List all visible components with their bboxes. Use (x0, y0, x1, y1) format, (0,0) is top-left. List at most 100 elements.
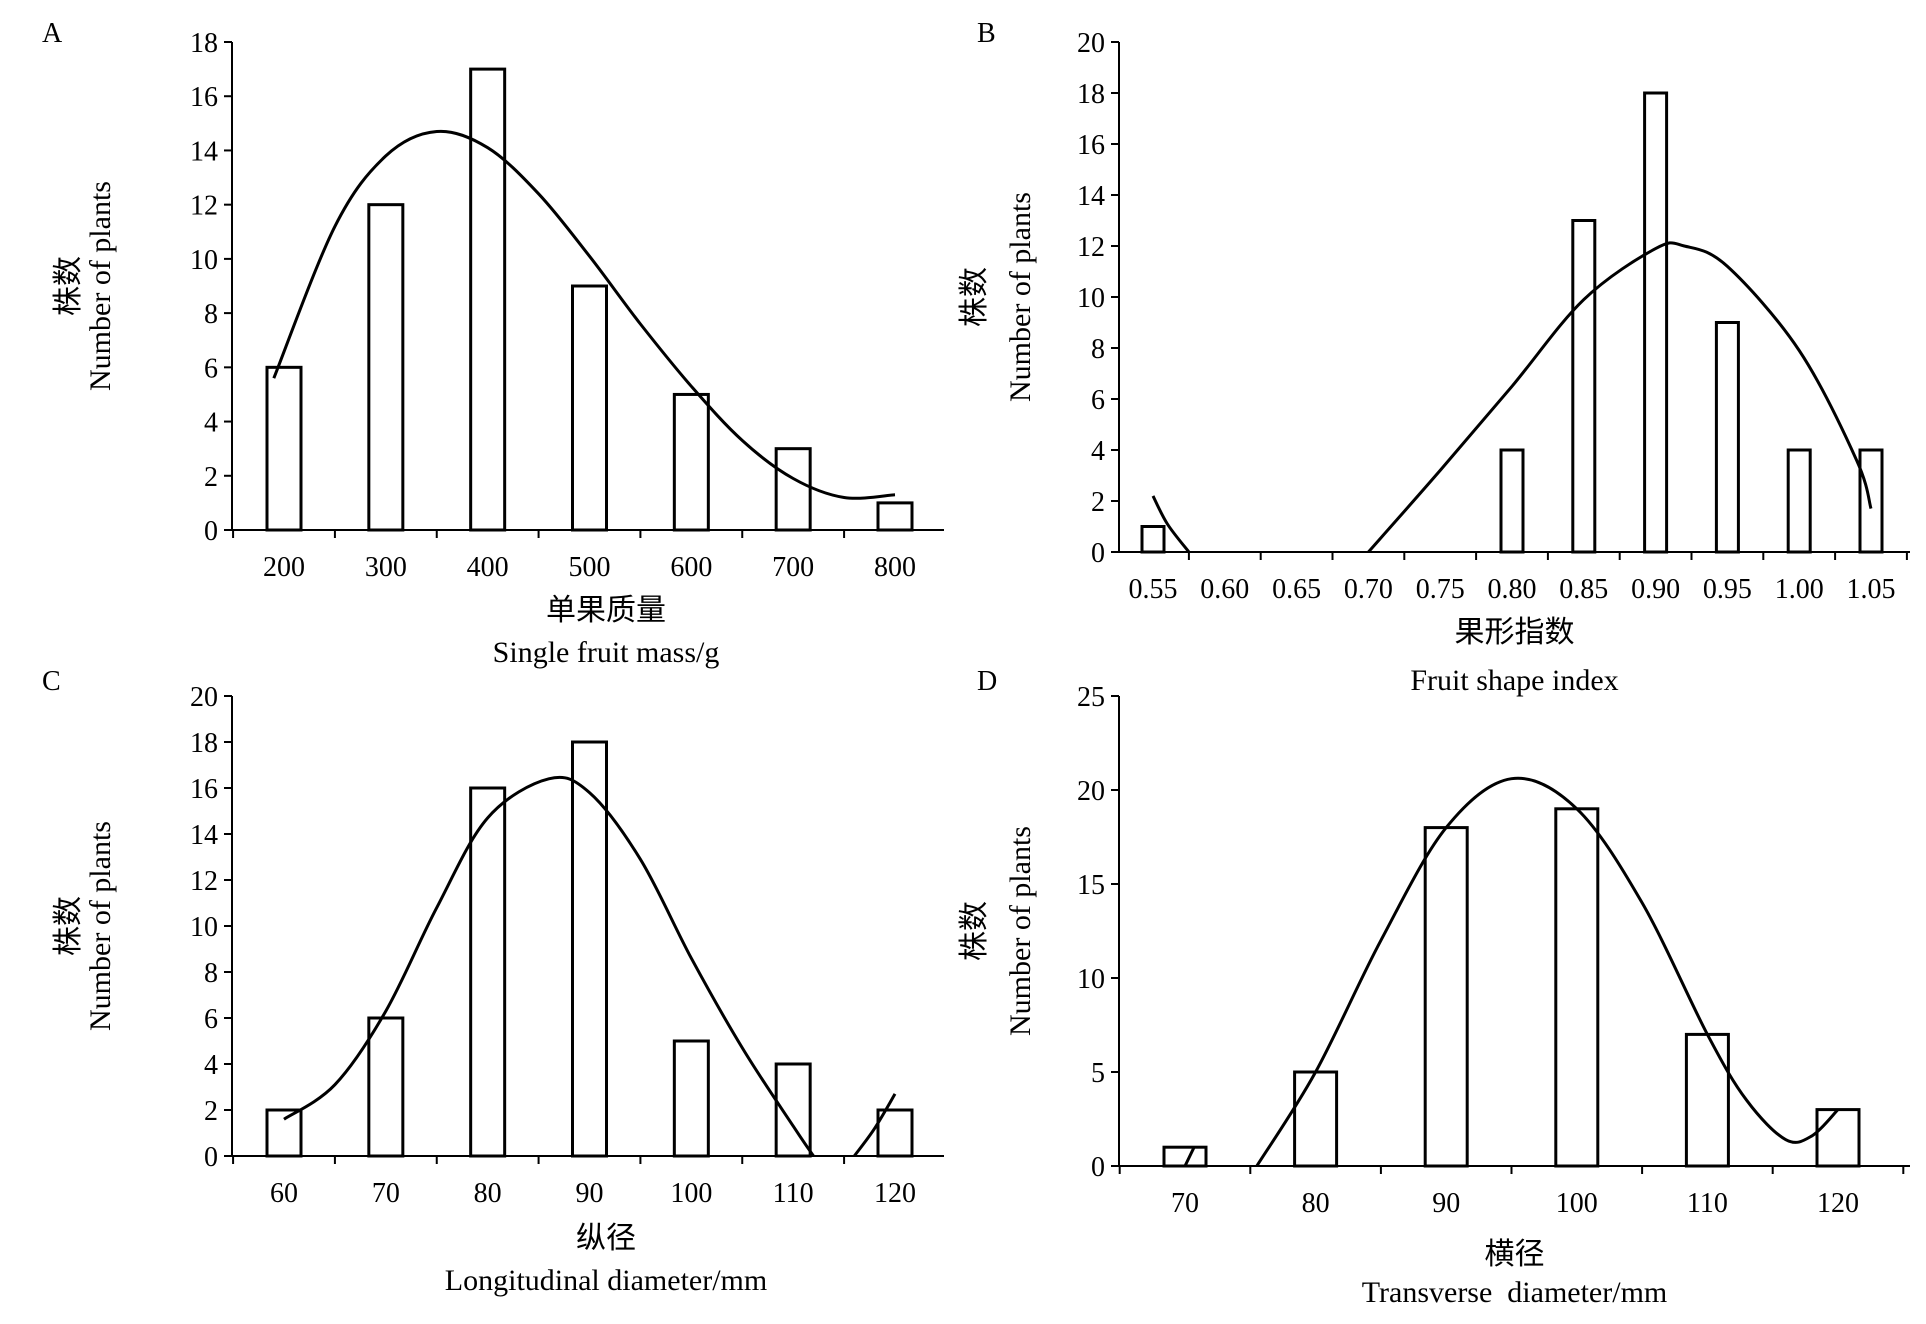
fit-curve (272, 129, 896, 500)
y-tick-label: 10 (1077, 283, 1105, 314)
x-tick-label: 110 (1687, 1188, 1728, 1219)
x-tick-label: 0.90 (1631, 574, 1680, 605)
x-tick-label: 120 (1817, 1188, 1859, 1219)
bar (1140, 525, 1166, 554)
fit-curve (283, 775, 815, 1157)
y-tick-label: 25 (1077, 682, 1105, 713)
x-axis-title: Single fruit mass/g (493, 636, 720, 669)
y-axis-title-cn: 株数 (52, 896, 85, 956)
bar (469, 786, 507, 1158)
y-tick-label: 16 (1077, 130, 1105, 161)
fit-curve (1183, 1146, 1196, 1167)
y-tick-label: 4 (204, 1050, 218, 1081)
x-axis-title: Transverse diameter/mm (1362, 1276, 1668, 1309)
x-tick-label: 120 (874, 1178, 916, 1209)
x-tick-label: 0.60 (1200, 574, 1249, 605)
x-tick-label: 0.95 (1703, 574, 1752, 605)
y-tick-label: 8 (204, 958, 218, 989)
y-axis-title: Number of plants (1004, 826, 1037, 1036)
y-tick-label: 16 (190, 774, 218, 805)
x-tick-label: 80 (474, 1178, 502, 1209)
fit-curve (1255, 776, 1840, 1167)
bar (876, 501, 914, 532)
bar (876, 1108, 914, 1158)
x-tick-label: 60 (270, 1178, 298, 1209)
x-tick-label: 70 (372, 1178, 400, 1209)
y-tick-label: 10 (1077, 964, 1105, 995)
fit-curve (853, 1093, 897, 1157)
x-axis-title: Longitudinal diameter/mm (445, 1264, 767, 1297)
bar (1571, 219, 1597, 554)
bar (672, 392, 710, 532)
bar (1786, 448, 1812, 554)
y-axis-title-cn: 株数 (958, 901, 991, 961)
x-tick-label: 70 (1171, 1188, 1199, 1219)
x-tick-label: 0.55 (1129, 574, 1178, 605)
x-tick-label: 200 (263, 552, 305, 583)
x-axis-title-cn: 果形指数 (1455, 616, 1575, 649)
x-tick-label: 0.65 (1272, 574, 1321, 605)
x-tick-label: 110 (773, 1178, 814, 1209)
y-tick-label: 14 (1077, 181, 1105, 212)
x-axis-title-cn: 单果质量 (546, 594, 666, 627)
y-tick-label: 0 (204, 516, 218, 547)
x-tick-label: 0.75 (1416, 574, 1465, 605)
bar (571, 284, 608, 532)
panel-d: D 0 5 10 15 20 25 70 80 90 100 110 120 株数 Number of pl… (958, 666, 1910, 1309)
y-tick-label: 6 (204, 353, 218, 384)
x-tick-label: 100 (670, 1178, 712, 1209)
panel-letter: A (42, 18, 63, 49)
y-tick-label: 20 (190, 682, 218, 713)
fit-curve (1151, 495, 1191, 553)
y-axis-title-cn: 株数 (52, 256, 85, 316)
bar (1423, 826, 1469, 1168)
x-tick-label: 300 (365, 552, 407, 583)
panel-letter: C (42, 666, 61, 697)
bar (571, 740, 608, 1158)
x-tick-label: 0.70 (1344, 574, 1393, 605)
y-tick-label: 0 (1091, 1152, 1105, 1183)
y-tick-label: 0 (204, 1142, 218, 1173)
panel-a: A 0 2 4 6 8 10 12 14 16 18 200 300 400 500 600 700 800 株数 N… (42, 18, 944, 669)
bar (265, 1108, 303, 1158)
x-tick-label: 90 (576, 1178, 604, 1209)
y-tick-label: 18 (1077, 79, 1105, 110)
y-tick-label: 12 (190, 866, 218, 897)
y-tick-label: 14 (190, 820, 218, 851)
bar (1293, 1070, 1339, 1168)
y-axis-title: Number of plants (84, 181, 117, 391)
y-tick-label: 5 (1091, 1058, 1105, 1089)
x-tick-label: 500 (569, 552, 611, 583)
bar (1714, 321, 1740, 554)
panel-c: C 0 2 4 6 8 10 12 14 16 18 20 60 70 80 90 100 110 120 株数 Num… (42, 666, 944, 1297)
y-axis-title: Number of plants (84, 821, 117, 1031)
y-tick-label: 18 (190, 728, 218, 759)
y-tick-label: 2 (204, 1096, 218, 1127)
y-tick-label: 15 (1077, 870, 1105, 901)
x-tick-label: 0.85 (1559, 574, 1608, 605)
x-tick-label: 1.05 (1847, 574, 1896, 605)
y-tick-label: 2 (204, 462, 218, 493)
fit-curve (1367, 241, 1873, 553)
x-axis-title: Fruit shape index (1410, 664, 1618, 697)
y-tick-label: 14 (190, 136, 218, 167)
bar (774, 447, 812, 532)
bar (469, 67, 507, 532)
bar (265, 365, 303, 532)
x-axis-title-cn: 纵径 (576, 1222, 636, 1255)
panel-letter: B (977, 18, 996, 49)
y-tick-label: 12 (1077, 232, 1105, 263)
panel-letter: D (977, 666, 997, 697)
y-axis-title: Number of plants (1004, 192, 1037, 402)
bar (1643, 91, 1669, 554)
y-tick-label: 20 (1077, 28, 1105, 59)
y-tick-label: 6 (1091, 385, 1105, 416)
y-tick-label: 12 (190, 191, 218, 222)
x-tick-label: 400 (467, 552, 509, 583)
x-axis-title-cn: 横径 (1485, 1238, 1545, 1271)
y-tick-label: 8 (204, 299, 218, 330)
bar (1815, 1108, 1861, 1168)
y-axis-title-cn: 株数 (958, 267, 991, 327)
y-tick-label: 0 (1091, 538, 1105, 569)
y-tick-label: 8 (1091, 334, 1105, 365)
